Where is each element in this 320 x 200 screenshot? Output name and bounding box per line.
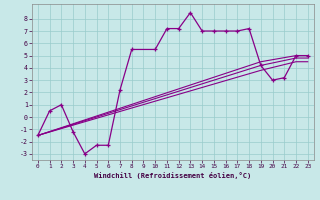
X-axis label: Windchill (Refroidissement éolien,°C): Windchill (Refroidissement éolien,°C)	[94, 172, 252, 179]
